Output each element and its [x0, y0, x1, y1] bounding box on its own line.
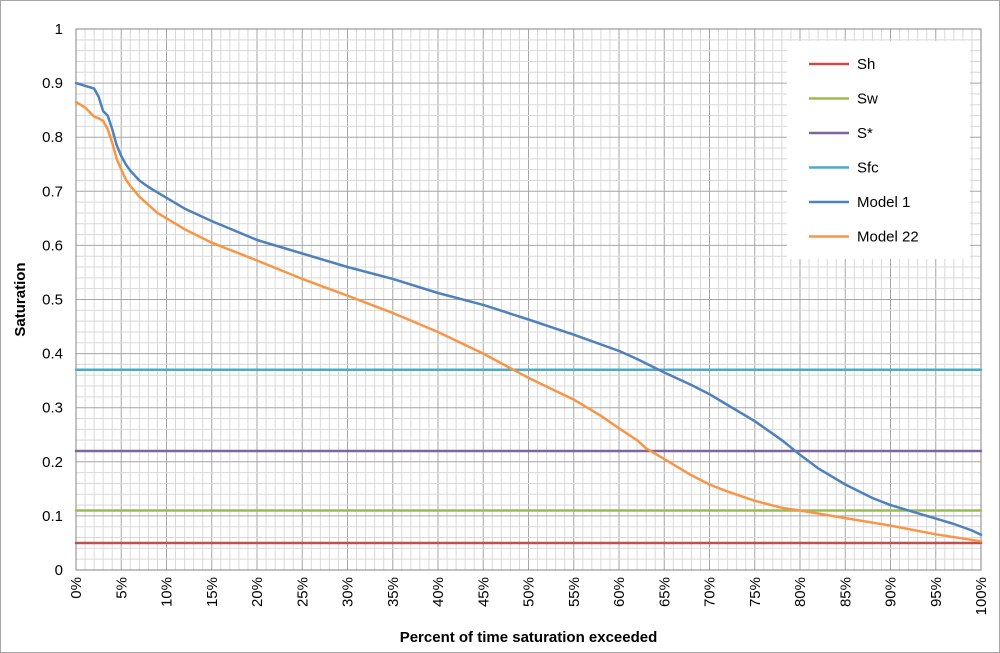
legend-label: Model 22 — [857, 229, 919, 246]
plot-area-border — [75, 28, 982, 571]
x-tick-label: 95% — [928, 577, 945, 607]
x-tick-label: 85% — [837, 577, 854, 607]
x-tick-label: 5% — [113, 577, 130, 599]
legend-label: Sh — [857, 56, 875, 73]
tick-labels: 00.10.20.30.40.50.60.70.80.910% 5% 10% 15% 2… — [42, 21, 990, 615]
x-tick-label: 90% — [883, 577, 900, 607]
legend-label: Sfc — [857, 160, 879, 177]
x-tick-label: 100% — [973, 577, 990, 615]
y-tick-label: 0.9 — [42, 75, 63, 92]
legend-label: S* — [857, 125, 873, 142]
y-tick-label: 0.7 — [42, 183, 63, 200]
y-tick-label: 0.8 — [42, 129, 63, 146]
x-tick-label: 40% — [430, 577, 447, 607]
x-tick-label: 10% — [159, 577, 176, 607]
x-tick-label: 35% — [385, 577, 402, 607]
y-tick-label: 0.3 — [42, 400, 63, 417]
x-tick-label: 20% — [249, 577, 266, 607]
series-line-model-1 — [74, 81, 983, 537]
x-tick-label: 75% — [747, 577, 764, 607]
x-tick-label: 55% — [566, 577, 583, 607]
y-tick-label: 1 — [55, 21, 63, 38]
x-tick-label: 30% — [340, 577, 357, 607]
x-tick-label: 80% — [792, 577, 809, 607]
y-tick-label: 0.4 — [42, 346, 63, 363]
x-tick-label: 25% — [294, 577, 311, 607]
legend-label: Sw — [857, 91, 878, 108]
x-axis-title: Percent of time saturation exceeded — [400, 629, 658, 646]
y-tick-label: 0.6 — [42, 237, 63, 254]
x-tick-label: 65% — [656, 577, 673, 607]
series-line-model-22 — [74, 100, 983, 543]
series-lines — [74, 81, 983, 545]
x-tick-label: 50% — [521, 577, 538, 607]
x-tick-label: 0% — [68, 577, 85, 599]
y-axis-title: Saturation — [12, 262, 29, 336]
legend-label: Model 1 — [857, 194, 910, 211]
x-tick-label: 70% — [702, 577, 719, 607]
y-tick-label: 0 — [55, 562, 63, 579]
x-tick-label: 15% — [204, 577, 221, 607]
legend: Sh Sw S* Sfc Model 1 Model 22 — [787, 41, 970, 259]
x-tick-label: 45% — [475, 577, 492, 607]
y-tick-label: 0.1 — [42, 508, 63, 525]
y-tick-label: 0.5 — [42, 292, 63, 309]
x-tick-label: 60% — [611, 577, 628, 607]
y-tick-label: 0.2 — [42, 454, 63, 471]
legend-box — [787, 41, 970, 259]
